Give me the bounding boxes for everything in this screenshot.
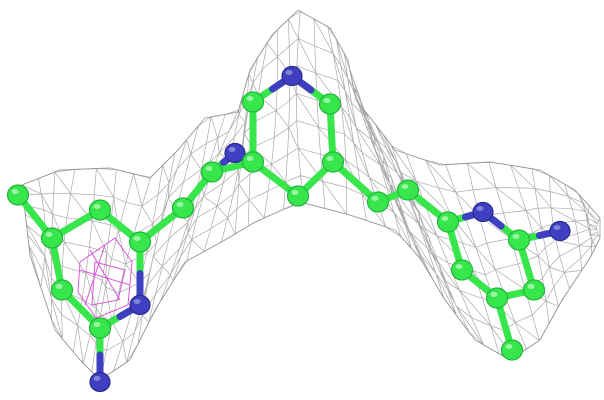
carbon-atom-c5 [88,317,112,339]
carbon-atom-c1 [6,184,30,206]
carbon-atom-c15 [396,179,420,201]
carbon-atom-c13 [286,185,310,207]
carbon-atom-c3 [88,199,112,221]
carbon-atom-c2 [40,227,64,249]
carbon-atom-c19 [485,287,509,309]
carbon-atom-c9 [241,151,265,173]
nitrogen-atom-n5 [472,201,494,223]
carbon-atom-c6 [50,279,74,301]
carbon-atom-c17 [507,229,531,251]
carbon-atom-c18 [522,279,546,301]
nitrogen-atom-n2 [89,371,111,393]
carbon-atom-c21 [500,339,524,361]
carbon-atom-c10 [241,91,265,113]
carbon-atom-c12 [321,151,345,173]
carbon-atom-c14 [366,191,390,213]
carbon-atom-c4 [128,231,152,253]
highlighted-density-mesh [77,237,133,319]
carbon-atom-c7 [171,197,195,219]
nitrogen-atom-n6 [549,220,571,242]
nitrogen-atom-n3 [224,142,246,164]
nitrogen-atom-n4 [281,65,303,87]
carbon-atom-c8 [200,161,224,183]
carbon-atom-c20 [450,259,474,281]
nitrogen-atom-n1 [129,294,151,316]
carbon-atom-c11 [318,93,342,115]
carbon-atom-c16 [436,211,460,233]
atom-layer [6,65,571,393]
